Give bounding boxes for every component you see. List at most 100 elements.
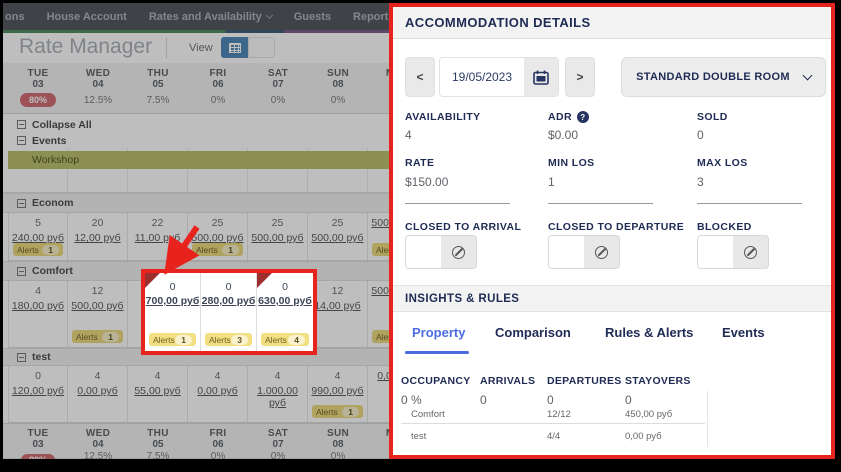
date-input[interactable]: 19/05/2023 xyxy=(440,58,524,96)
rate-input[interactable]: $150.00 xyxy=(405,175,510,204)
date-picker[interactable]: 19/05/2023 xyxy=(439,57,559,97)
rate-cell[interactable]: 4 0,00 руб xyxy=(68,366,128,422)
event-workshop-bar[interactable]: Workshop xyxy=(8,151,393,169)
day-column-footer: FRI 06 0% xyxy=(209,428,227,459)
arrivals-value: 0 xyxy=(480,393,487,407)
day-column-footer: WED 04 12.5% xyxy=(83,428,113,459)
calendar-icon[interactable] xyxy=(524,58,558,96)
alerts-badge[interactable]: Alerts 3 xyxy=(205,333,252,346)
rate-cell[interactable]: 4 990,00 руб Alerts 1 xyxy=(308,366,368,422)
rate-link[interactable]: 500,00 руб xyxy=(191,232,244,244)
closed-to-departure-toggle[interactable] xyxy=(548,235,620,269)
blocked-toggle[interactable] xyxy=(697,235,769,269)
nav-item-rates-availability[interactable]: Rates and Availability xyxy=(149,11,273,23)
nav-item-house-account[interactable]: House Account xyxy=(46,10,127,23)
rate-link[interactable]: 0,00 руб xyxy=(77,385,118,397)
rate-cell[interactable]: 5 240,00 руб Alerts 1 xyxy=(8,213,68,260)
rate-cell[interactable]: 25 500,00 руб xyxy=(308,213,368,260)
table-row-name: test xyxy=(411,431,427,442)
rate-link[interactable]: 120,00 руб xyxy=(11,385,65,397)
rate-link[interactable]: 700,00 руб xyxy=(145,295,200,307)
grid-icon xyxy=(228,42,241,53)
rate-link[interactable]: 500,00 руб xyxy=(71,300,124,312)
max-los-input[interactable]: 3 xyxy=(697,175,802,204)
room-type-select[interactable]: STANDARD DOUBLE ROOM xyxy=(621,57,826,97)
rate-link[interactable]: 12,00 руб xyxy=(74,232,121,244)
panel-title: ACCOMMODATION DETAILS xyxy=(393,7,831,39)
rate-label: RATE xyxy=(405,157,435,169)
rate-cell[interactable]: 0 120,00 руб xyxy=(8,366,68,422)
collapse-all-row[interactable]: Collapse All xyxy=(3,116,393,133)
table-row-amount: 0,00 руб xyxy=(625,431,662,442)
view-grid-toggle-active[interactable] xyxy=(221,37,248,58)
occupancy-badge: 80% xyxy=(20,454,55,459)
tab-events[interactable]: Events xyxy=(722,325,765,340)
rate-link[interactable]: 14,00 руб xyxy=(314,300,361,312)
page-title: Rate Manager xyxy=(19,35,153,58)
help-icon[interactable]: ? xyxy=(576,111,589,123)
rate-cell[interactable]: 20 12,00 руб xyxy=(68,213,128,260)
tab-property[interactable]: Property xyxy=(412,325,466,340)
table-row-ratio: 12/12 xyxy=(547,409,571,420)
highlighted-rate-cell[interactable]: 0 700,00 руб Alerts 1 xyxy=(145,273,201,351)
chevron-down-icon xyxy=(802,70,813,80)
highlight-annotation-box: 0 700,00 руб Alerts 1 0 280,00 руб Alerts… xyxy=(141,269,317,355)
rate-link[interactable]: 500,00 руб xyxy=(371,285,393,297)
app-window: ons House Account Rates and Availability… xyxy=(3,3,835,459)
rate-link[interactable]: 0,00 руб xyxy=(197,385,238,397)
highlighted-rate-cell[interactable]: 0 630,00 руб Alerts 4 xyxy=(257,273,313,351)
events-section-header[interactable]: Events xyxy=(3,133,393,148)
rate-cell[interactable]: 25 500,00 руб xyxy=(248,213,308,260)
rate-cell[interactable]: 12 500,00 руб Alerts 1 xyxy=(68,281,128,347)
rate-cell[interactable]: 12 14,00 руб xyxy=(308,281,368,347)
col-occupancy: OCCUPANCY xyxy=(401,375,471,387)
day-column-header: WED 04 12.5% xyxy=(83,68,113,106)
tab-comparison[interactable]: Comparison xyxy=(495,325,571,340)
page-header: Rate Manager View xyxy=(3,33,393,63)
next-date-button[interactable]: > xyxy=(565,57,595,97)
rate-link[interactable]: 180,00 руб xyxy=(11,300,65,312)
rate-link[interactable]: 500,00 руб xyxy=(251,232,304,244)
rate-cell[interactable]: 4 180,00 руб xyxy=(8,281,68,347)
nav-item-reservations[interactable]: ons xyxy=(5,10,25,23)
closed-to-arrival-toggle[interactable] xyxy=(405,235,477,269)
rate-cell[interactable]: 4 1.000,00 руб xyxy=(248,366,308,422)
adr-label: ADR? xyxy=(548,111,589,123)
rate-link[interactable]: 500,00 руб xyxy=(371,217,393,229)
section-header-econom[interactable]: Econom xyxy=(3,193,393,213)
rate-link[interactable]: 1.000,00 руб xyxy=(257,385,298,409)
nav-item-guests[interactable]: Guests xyxy=(293,10,332,23)
rate-link[interactable]: 630,00 руб xyxy=(258,295,312,307)
highlighted-rate-cell[interactable]: 0 280,00 руб Alerts 3 xyxy=(201,273,257,351)
divider xyxy=(166,37,167,59)
col-arrivals: ARRIVALS xyxy=(480,375,536,387)
rate-cell[interactable]: 25 500,00 руб Alerts 1 xyxy=(188,213,248,260)
rate-link[interactable]: 500,00 руб xyxy=(311,232,364,244)
rate-link[interactable]: 240,00 руб xyxy=(11,232,65,244)
rate-cell[interactable]: 4 55,00 руб xyxy=(128,366,188,422)
rate-link[interactable]: 55,00 руб xyxy=(134,385,181,397)
events-grid: Workshop xyxy=(3,148,393,193)
view-list-toggle[interactable] xyxy=(248,37,275,58)
rate-link[interactable]: 280,00 руб xyxy=(201,295,256,307)
tab-rules-alerts[interactable]: Rules & Alerts xyxy=(605,325,694,340)
room-row-comfort: 4 180,00 руб 12 500,00 руб Alerts 1 12 14,00 … xyxy=(8,281,393,348)
nav-item-reports[interactable]: Reports xyxy=(353,11,393,23)
day-column-header: SAT 07 0% xyxy=(267,68,289,106)
alerts-badge[interactable]: Alerts 4 xyxy=(261,333,309,346)
min-los-input[interactable]: 1 xyxy=(548,175,653,204)
modal-backdrop xyxy=(3,3,393,459)
prev-date-button[interactable]: < xyxy=(405,57,435,97)
rate-link[interactable]: 990,00 руб xyxy=(311,385,364,397)
rate-cell[interactable]: 4 0,00 руб xyxy=(188,366,248,422)
